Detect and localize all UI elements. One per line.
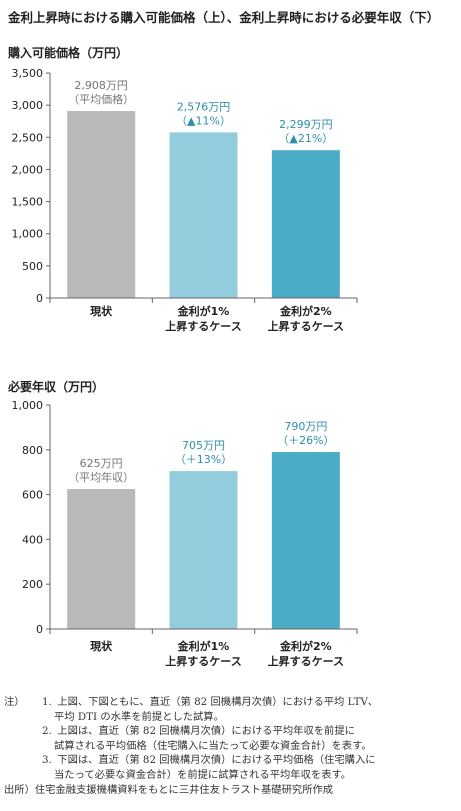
purchase-price-chart: 購入可能価格（万円） 2,908万円 （平均価格） 現状 2,576万円 （▲11%） 金… bbox=[0, 36, 461, 336]
bar-3 bbox=[271, 150, 340, 298]
y-tick-label: 400 bbox=[22, 533, 43, 546]
y-tick-label: 0 bbox=[36, 623, 43, 636]
data-label: （平均年収） bbox=[68, 470, 134, 484]
category-label: 上昇するケース bbox=[165, 319, 241, 333]
bar-2 bbox=[169, 471, 238, 629]
category-label: 金利が2% bbox=[279, 639, 332, 653]
category-label: 上昇するケース bbox=[268, 319, 344, 333]
y-tick-label: 1,000 bbox=[12, 399, 44, 412]
bar-2 bbox=[169, 132, 238, 298]
chart-title: 必要年収（万円） bbox=[8, 380, 105, 394]
bar-3 bbox=[271, 452, 340, 629]
chart-title: 購入可能価格（万円） bbox=[8, 46, 129, 60]
y-tick-label: 2,500 bbox=[12, 131, 44, 144]
purchase-price-plot: 2,908万円（平均価格）現状2,576万円（▲11%）金利が1%上昇するケース… bbox=[12, 67, 358, 333]
required-income-plot: 625万円（平均年収）現状705万円（＋13%）金利が1%上昇するケース790万… bbox=[12, 399, 358, 668]
data-label: 625万円 bbox=[80, 457, 123, 470]
source-note: 出所）住宅金融支援機構資料をもとに三井住友トラスト基礎研究所作成 bbox=[4, 783, 334, 796]
bar-1 bbox=[67, 111, 136, 298]
category-label: 上昇するケース bbox=[268, 654, 344, 668]
y-tick-label: 0 bbox=[36, 292, 43, 305]
data-label: （▲11%） bbox=[176, 114, 231, 127]
data-label: （平均価格） bbox=[68, 92, 134, 106]
category-label: 金利が2% bbox=[279, 304, 332, 318]
y-tick-label: 200 bbox=[22, 578, 43, 591]
category-label: 上昇するケース bbox=[165, 654, 241, 668]
bar-1 bbox=[67, 489, 136, 629]
category-label: 金利が1% bbox=[177, 304, 230, 318]
data-label: （▲21%） bbox=[278, 132, 333, 145]
y-tick-label: 1,500 bbox=[12, 196, 44, 209]
y-tick-label: 2,000 bbox=[12, 163, 44, 176]
data-label: 2,576万円 bbox=[177, 100, 231, 113]
category-label: 金利が1% bbox=[177, 639, 230, 653]
category-label: 現状 bbox=[90, 639, 113, 653]
y-tick-label: 1,000 bbox=[12, 228, 44, 241]
category-label: 現状 bbox=[90, 304, 113, 318]
data-label: 2,299万円 bbox=[279, 118, 333, 131]
data-label: 790万円 bbox=[284, 420, 327, 433]
y-tick-label: 3,000 bbox=[12, 99, 44, 112]
note-3: 3. 下図は、直近（第 82 回機構月次債）における平均価格（住宅購入に 当たっ… bbox=[42, 754, 376, 781]
note-2: 2. 上図は、直近（第 82 回機構月次債）における平均年収を前提に 試算される… bbox=[42, 725, 372, 752]
page-title: 金利上昇時における購入可能価格（上）、金利上昇時における必要年収（下） bbox=[8, 10, 440, 25]
notes-prefix: 注） bbox=[4, 696, 25, 708]
data-label: （＋26%） bbox=[277, 434, 334, 447]
y-tick-label: 3,500 bbox=[12, 67, 44, 80]
y-tick-label: 800 bbox=[22, 444, 43, 457]
note-1: 1. 上図、下図ともに、直近（第 82 回機構月次債）における平均 LTV、 平… bbox=[42, 696, 379, 723]
y-tick-label: 500 bbox=[22, 260, 43, 273]
y-tick-label: 600 bbox=[22, 489, 43, 502]
data-label: （＋13%） bbox=[175, 453, 232, 466]
data-label: 705万円 bbox=[182, 439, 225, 452]
required-income-chart: 必要年収（万円） 625万円 （平均年収） 現状 705万円 （＋13%） 金利が1% 上昇… bbox=[0, 372, 461, 677]
data-label: 2,908万円 bbox=[74, 79, 128, 92]
footnotes: 注） 1. 上図、下図ともに、直近（第 82 回機構月次債）における平均 LTV… bbox=[4, 695, 459, 797]
